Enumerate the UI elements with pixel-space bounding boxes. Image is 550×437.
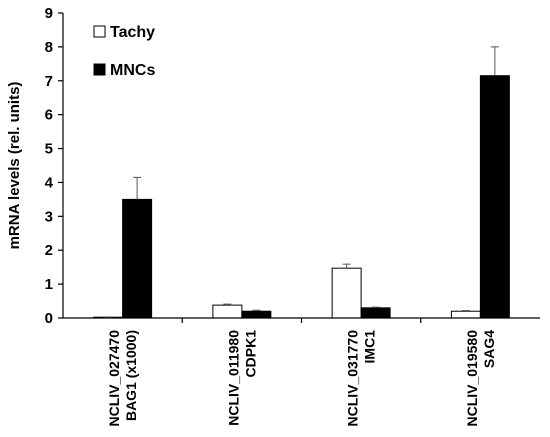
y-tick-label: 9 [45, 5, 53, 22]
legend: Tachy MNCs [93, 24, 155, 79]
legend-swatch-mncs [93, 63, 106, 76]
y-ticks-group: 0 1 2 3 4 5 6 7 8 9 [45, 5, 63, 327]
y-tick-label: 5 [45, 141, 53, 158]
x-category-label-line: NCLIV_027470 [106, 330, 122, 427]
bar-mncs-1 [241, 310, 272, 319]
bar-tachy-2 [331, 267, 362, 319]
x-category-label-line: SAG4 [481, 330, 497, 368]
y-tick-label: 7 [45, 73, 53, 90]
x-category-label-line: NCLIV_011980 [225, 330, 241, 426]
bar-tachy-3 [450, 310, 481, 319]
y-tick-label: 1 [45, 276, 53, 293]
x-labels-group: NCLIV_027470 BAG1 (x1000) NCLIV_011980 CDPK… [106, 330, 497, 427]
bar-mncs-2 [360, 307, 391, 319]
y-tick-label: 4 [45, 174, 54, 191]
legend-label-tachy: Tachy [110, 24, 155, 41]
error-bars-group [104, 46, 499, 318]
x-category-label: NCLIV_019580 SAG4 [464, 330, 497, 427]
x-category-label-line: IMC1 [362, 330, 378, 364]
y-tick-label: 8 [45, 39, 53, 56]
x-category-label-line: CDPK1 [242, 330, 258, 378]
bar-tachy-1 [212, 304, 243, 319]
x-category-label: NCLIV_011980 CDPK1 [225, 330, 258, 426]
bars-group [93, 75, 510, 319]
x-category-label: NCLIV_031770 IMC1 [345, 330, 378, 427]
y-tick-label: 2 [45, 242, 53, 259]
bar-mncs-3 [479, 75, 510, 319]
x-category-label-line: NCLIV_019580 [464, 330, 480, 427]
legend-swatch-tachy [93, 25, 106, 38]
x-category-label: NCLIV_027470 BAG1 (x1000) [106, 330, 139, 427]
y-axis-title: mRNA levels (rel. units) [6, 82, 23, 250]
axes-group [62, 13, 540, 323]
bar-mncs-0 [122, 198, 153, 319]
x-category-label-line: NCLIV_031770 [345, 330, 361, 427]
y-tick-label: 3 [45, 208, 53, 225]
x-category-label-line: BAG1 (x1000) [123, 330, 139, 421]
legend-label-mncs: MNCs [110, 62, 155, 79]
y-tick-label: 6 [45, 107, 53, 124]
y-tick-label: 0 [45, 310, 53, 327]
